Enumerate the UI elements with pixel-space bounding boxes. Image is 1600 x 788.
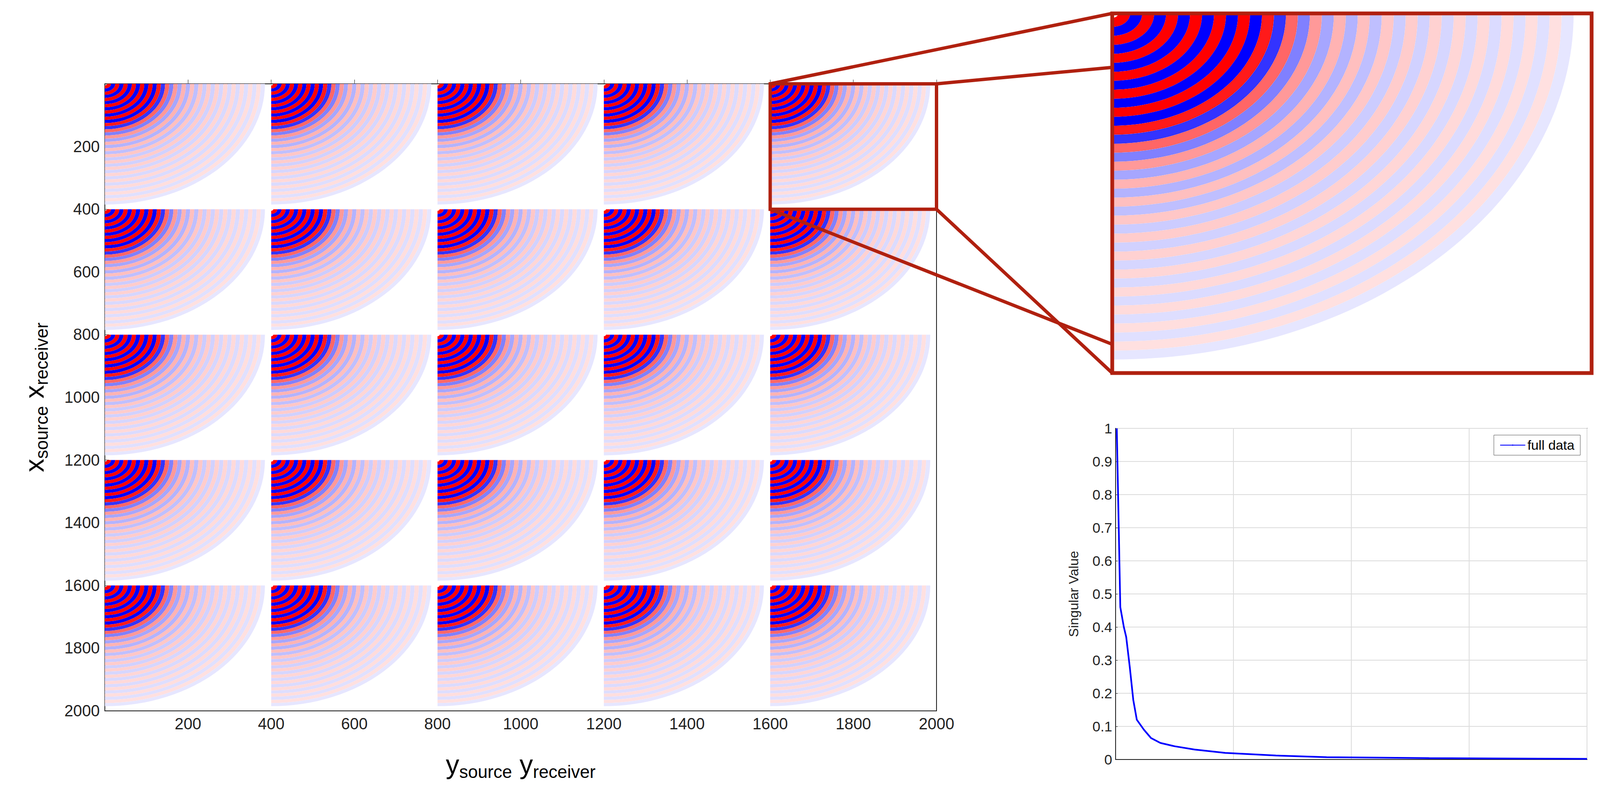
svg-text:0.5: 0.5 xyxy=(1092,586,1113,603)
svg-text:y: y xyxy=(445,749,460,781)
svg-text:1400: 1400 xyxy=(64,514,100,532)
svg-text:1600: 1600 xyxy=(64,577,100,595)
svg-text:1400: 1400 xyxy=(669,715,706,734)
svg-text:1800: 1800 xyxy=(64,639,100,658)
svg-text:1: 1 xyxy=(1104,420,1113,437)
svg-text:400: 400 xyxy=(73,200,100,219)
svg-text:1000: 1000 xyxy=(502,715,539,734)
svg-text:1200: 1200 xyxy=(586,715,622,734)
svg-text:0: 0 xyxy=(1104,751,1113,768)
svg-text:800: 800 xyxy=(73,325,100,344)
svg-text:full data: full data xyxy=(1527,437,1575,453)
svg-text:Singular Value: Singular Value xyxy=(1066,551,1082,638)
svg-text:receiver: receiver xyxy=(533,762,596,783)
svg-text:1800: 1800 xyxy=(835,715,872,734)
svg-text:0.9: 0.9 xyxy=(1092,453,1113,470)
svg-text:0.4: 0.4 xyxy=(1092,619,1113,636)
svg-text:0.6: 0.6 xyxy=(1092,553,1113,570)
svg-text:200: 200 xyxy=(174,715,202,734)
svg-text:800: 800 xyxy=(424,715,451,734)
svg-text:x: x xyxy=(19,459,50,473)
svg-text:600: 600 xyxy=(340,715,368,734)
svg-text:400: 400 xyxy=(257,715,285,734)
svg-text:0.2: 0.2 xyxy=(1092,685,1113,702)
svg-text:1600: 1600 xyxy=(752,715,789,734)
svg-text:0.7: 0.7 xyxy=(1092,520,1113,536)
svg-text:2000: 2000 xyxy=(918,715,955,734)
svg-text:1200: 1200 xyxy=(64,451,100,470)
svg-text:0.1: 0.1 xyxy=(1092,718,1113,735)
svg-text:source: source xyxy=(31,406,52,460)
svg-text:source: source xyxy=(459,762,513,783)
svg-text:receiver: receiver xyxy=(31,322,52,386)
svg-text:0.8: 0.8 xyxy=(1092,486,1113,503)
svg-text:x: x xyxy=(19,385,50,399)
svg-text:600: 600 xyxy=(73,263,100,281)
svg-text:1000: 1000 xyxy=(64,388,100,407)
svg-text:2000: 2000 xyxy=(64,702,100,721)
svg-text:y: y xyxy=(519,749,534,781)
svg-text:0.3: 0.3 xyxy=(1092,652,1113,669)
svg-text:200: 200 xyxy=(73,137,100,156)
